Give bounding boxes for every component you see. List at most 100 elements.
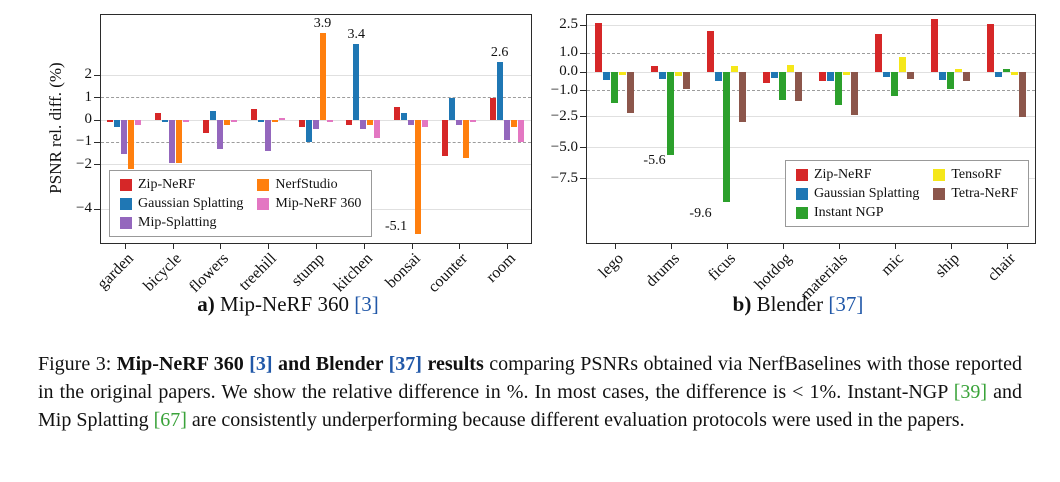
bar-zip-nerf xyxy=(987,23,994,72)
legend-swatch xyxy=(795,187,808,200)
gridline xyxy=(587,52,1035,54)
subcaption-b-title: Blender xyxy=(751,292,829,316)
caption-text: Mip-NeRF 360 xyxy=(116,353,250,375)
legend-item: Instant NGP xyxy=(795,205,919,220)
y-axis-tick xyxy=(580,71,586,73)
bar-gaussian-splatting xyxy=(827,72,834,81)
bar-mip-nerf-360 xyxy=(135,120,142,125)
bar-tensorf xyxy=(843,72,850,75)
bar-gaussian-splatting xyxy=(715,72,722,82)
gridline xyxy=(101,97,531,99)
bar-mip-nerf-360 xyxy=(278,117,285,121)
citation-link[interactable]: [39] xyxy=(953,381,988,403)
bar-nerfstudio xyxy=(319,32,326,121)
bar-mip-splatting xyxy=(264,120,271,152)
bar-annotation: 3.4 xyxy=(347,27,366,43)
legend-label: Mip-NeRF 360 xyxy=(275,196,362,211)
legend-label: Mip-Splatting xyxy=(138,215,217,230)
bar-zip-nerf xyxy=(298,120,305,127)
bar-gaussian-splatting xyxy=(995,72,1002,77)
bar-zip-nerf xyxy=(202,120,209,134)
citation-link[interactable]: [3] xyxy=(354,292,379,316)
bar-mip-nerf-360 xyxy=(183,120,190,123)
citation-link[interactable]: [37] xyxy=(388,353,422,375)
y-tick-label: −1 xyxy=(76,133,92,150)
citation-link[interactable]: [37] xyxy=(828,292,864,316)
x-axis-tick xyxy=(615,244,616,249)
bar-zip-nerf xyxy=(707,30,714,72)
y-tick-label: −7.5 xyxy=(550,169,578,186)
legend: Zip-NeRF Gaussian Splatting Mip-Splatting N… xyxy=(109,170,373,237)
gridline xyxy=(587,116,1035,118)
y-axis-tick xyxy=(94,97,100,99)
chart-b: 2.5 1.0 0.0 −1.0 −2.5 −5.0 −7.5 lego drums ficus… xyxy=(540,8,1052,303)
legend-item: Zip-NeRF xyxy=(120,177,243,192)
bar-zip-nerf xyxy=(441,120,448,156)
citation-link[interactable]: [3] xyxy=(249,353,273,375)
legend-swatch xyxy=(120,197,132,210)
y-tick-label: 1.0 xyxy=(559,44,578,61)
bar-gaussian-splatting xyxy=(448,97,455,121)
y-axis-tick xyxy=(580,24,586,26)
bar-nerfstudio xyxy=(367,120,374,125)
bar-instant-ngp xyxy=(835,72,842,105)
y-tick-label: 1 xyxy=(84,88,93,105)
caption-text: and Mip Splatting xyxy=(38,381,1022,431)
gridline xyxy=(101,141,531,143)
legend-swatch xyxy=(933,168,946,181)
y-tick-label: 0.0 xyxy=(559,63,578,79)
bar-instant-ngp xyxy=(891,72,898,97)
bar-mip-splatting xyxy=(312,120,319,129)
bar-zip-nerf xyxy=(819,72,826,82)
y-tick-label: 2.5 xyxy=(559,16,578,33)
y-tick-label: −4 xyxy=(76,200,92,217)
bar-annotation: 2.6 xyxy=(490,44,509,60)
x-axis-tick xyxy=(363,244,365,249)
bar-tensorf xyxy=(955,69,962,72)
bar-mip-nerf-360 xyxy=(374,120,381,138)
bar-zip-nerf xyxy=(107,120,114,123)
bar-gaussian-splatting xyxy=(114,120,121,127)
y-tick-label: −5.0 xyxy=(550,138,578,155)
y-axis-tick xyxy=(94,74,100,76)
legend-swatch xyxy=(795,168,808,181)
legend-item: Tetra-NeRF xyxy=(933,186,1018,201)
citation-link[interactable]: [67] xyxy=(153,409,187,431)
legend-swatch xyxy=(795,206,808,219)
bar-mip-splatting xyxy=(360,120,367,129)
bar-zip-nerf xyxy=(875,34,882,72)
gridline xyxy=(587,71,1035,73)
legend-label: Gaussian Splatting xyxy=(813,186,920,201)
bar-gaussian-splatting xyxy=(209,111,216,121)
legend-item: Gaussian Splatting xyxy=(795,186,920,201)
y-axis-tick xyxy=(94,119,100,121)
subcaption-a: a) Mip-NeRF 360 [3] xyxy=(36,292,540,317)
bar-tensorf xyxy=(619,72,626,75)
bar-gaussian-splatting xyxy=(305,120,312,143)
bar-instant-ngp xyxy=(667,72,674,156)
bar-zip-nerf xyxy=(346,120,353,125)
bar-tetra-nerf xyxy=(907,72,914,79)
x-axis-tick xyxy=(1007,244,1008,249)
chart-b-yticks: 2.5 1.0 0.0 −1.0 −2.5 −5.0 −7.5 xyxy=(540,14,584,242)
x-axis-tick xyxy=(459,244,461,249)
y-axis-tick xyxy=(94,208,100,210)
gridline xyxy=(587,147,1035,149)
gridline xyxy=(101,74,531,76)
bar-zip-nerf xyxy=(155,113,162,121)
bar-tensorf xyxy=(899,56,906,72)
bar-gaussian-splatting xyxy=(401,113,408,121)
legend-swatch xyxy=(257,197,270,210)
bar-tensorf xyxy=(1011,72,1018,75)
subcaption-a-prefix: a) xyxy=(197,292,215,316)
bar-tetra-nerf xyxy=(683,72,690,90)
bar-mip-splatting xyxy=(503,120,510,141)
gridline xyxy=(587,90,1035,92)
legend-label: TensoRF xyxy=(951,167,1002,182)
bar-tetra-nerf xyxy=(851,72,858,116)
bar-tetra-nerf xyxy=(963,72,970,82)
y-tick-label: −2.5 xyxy=(550,107,578,124)
bar-annotation: 3.9 xyxy=(313,15,332,31)
y-tick-label: 2 xyxy=(84,66,93,83)
legend-label: Zip-NeRF xyxy=(138,177,196,192)
